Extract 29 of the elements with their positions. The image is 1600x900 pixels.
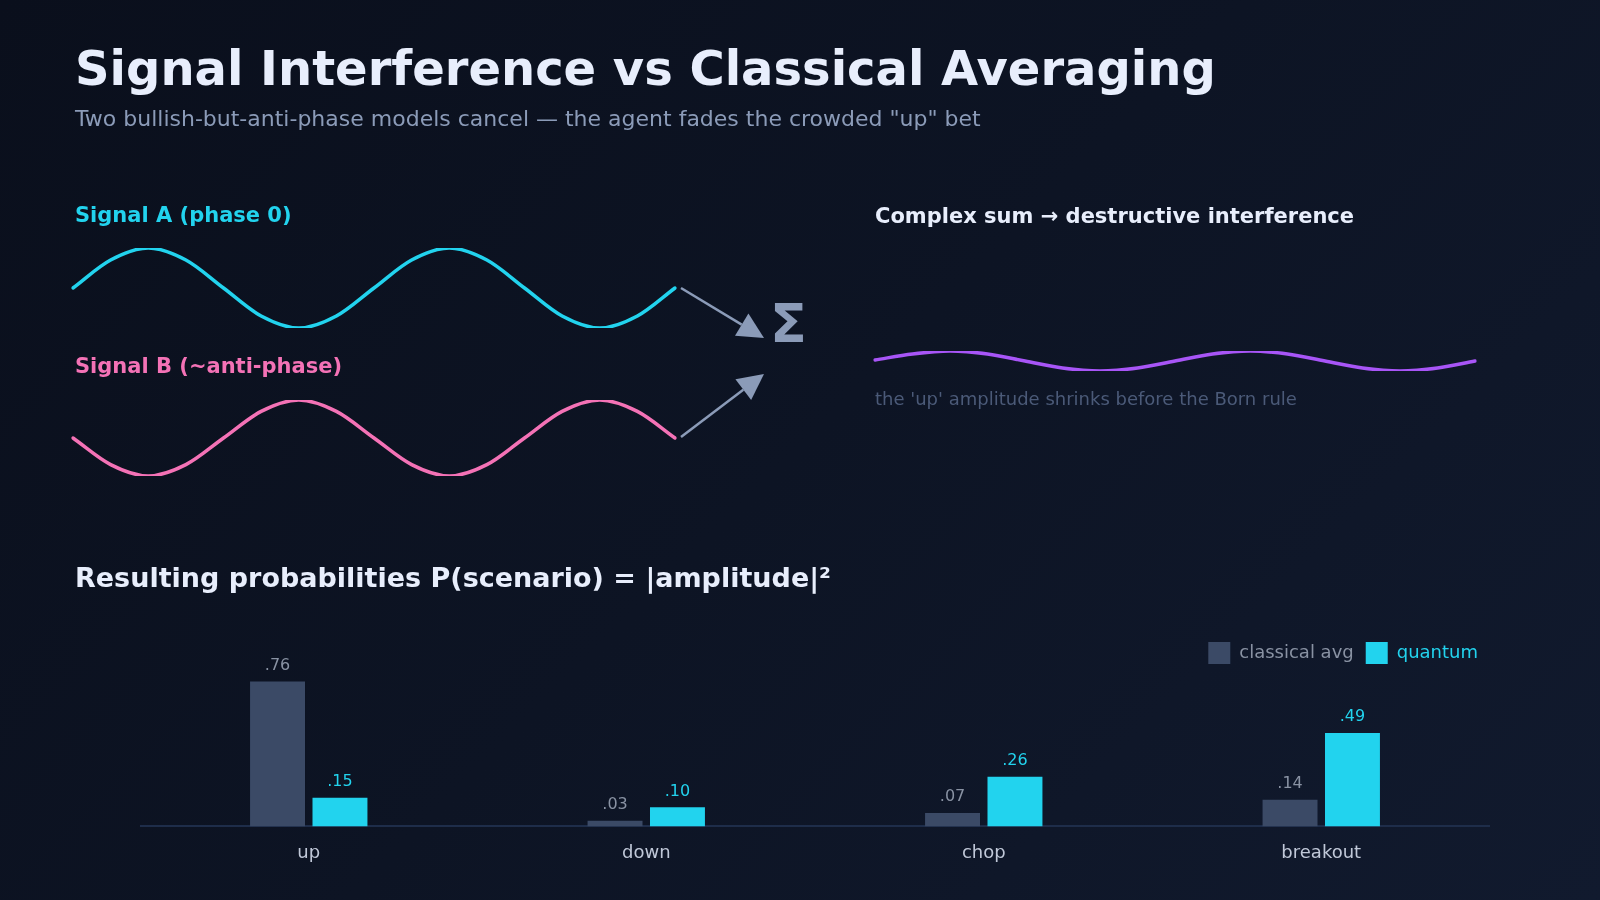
data-label: .07	[939, 786, 966, 806]
data-label: .10	[664, 780, 691, 800]
bar	[925, 813, 980, 827]
x-tick-label: breakout	[1281, 840, 1362, 862]
chart-title: Resulting probabilities P(scenario) = |amplitude|²	[75, 562, 831, 593]
text: Σ	[770, 292, 807, 355]
text: the 'up' amplitude shrinks before the Born rule	[875, 388, 1297, 409]
x-tick-label: up	[297, 840, 321, 862]
chart-subtitle: Two bullish-but-anti-phase models cancel — the agent fades the crowded "up" bet	[75, 106, 981, 131]
x-tick-label: chop	[961, 840, 1006, 862]
legend-label: quantum	[1396, 640, 1479, 662]
chart-title: Signal Interference vs Classical Averaging	[75, 40, 1216, 96]
bar	[312, 797, 368, 827]
data-label: .03	[602, 793, 628, 813]
data-label: .26	[1002, 750, 1028, 770]
bar	[250, 681, 305, 827]
x-tick-label: down	[621, 840, 671, 862]
data-label: .15	[327, 770, 353, 790]
bar	[650, 807, 705, 827]
data-label: .14	[1277, 772, 1303, 792]
bar	[987, 776, 1043, 827]
bar	[1262, 799, 1318, 827]
data-label: .76	[264, 654, 291, 674]
bar	[1325, 733, 1380, 827]
chart-title: Complex sum → destructive interference	[875, 204, 1355, 228]
series-label: Signal B (~anti-phase)	[75, 354, 343, 378]
data-label: .49	[1339, 706, 1366, 726]
series-label: Signal A (phase 0)	[75, 203, 292, 227]
legend-label: classical avg	[1239, 640, 1354, 662]
